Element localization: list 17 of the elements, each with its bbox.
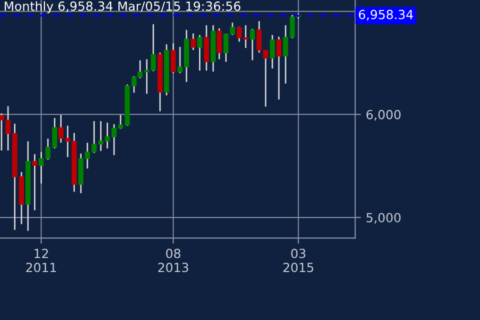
- candlestick: [216, 28, 222, 60]
- candlestick: [270, 34, 275, 70]
- candlestick: [250, 28, 255, 61]
- chart-title: Monthly 6,958.34 Mar/05/15 19:36:56: [4, 1, 240, 14]
- x-tick-label: 12 2011: [26, 248, 56, 272]
- ref-line-label: 6,958.34: [358, 10, 413, 21]
- candlestick: [190, 32, 196, 51]
- candlestick: [32, 153, 38, 211]
- y-tick-label: 6,000: [366, 110, 401, 121]
- y-tick-label: 5,000: [366, 212, 401, 224]
- candlestick: [283, 24, 288, 84]
- candlestick: [38, 151, 44, 184]
- candlestick: [197, 34, 202, 72]
- candlestick: [170, 42, 176, 74]
- candlestick: [276, 36, 282, 100]
- x-tick-label: 08 2013: [158, 248, 188, 272]
- x-tick-label: 03 2015: [283, 248, 314, 272]
